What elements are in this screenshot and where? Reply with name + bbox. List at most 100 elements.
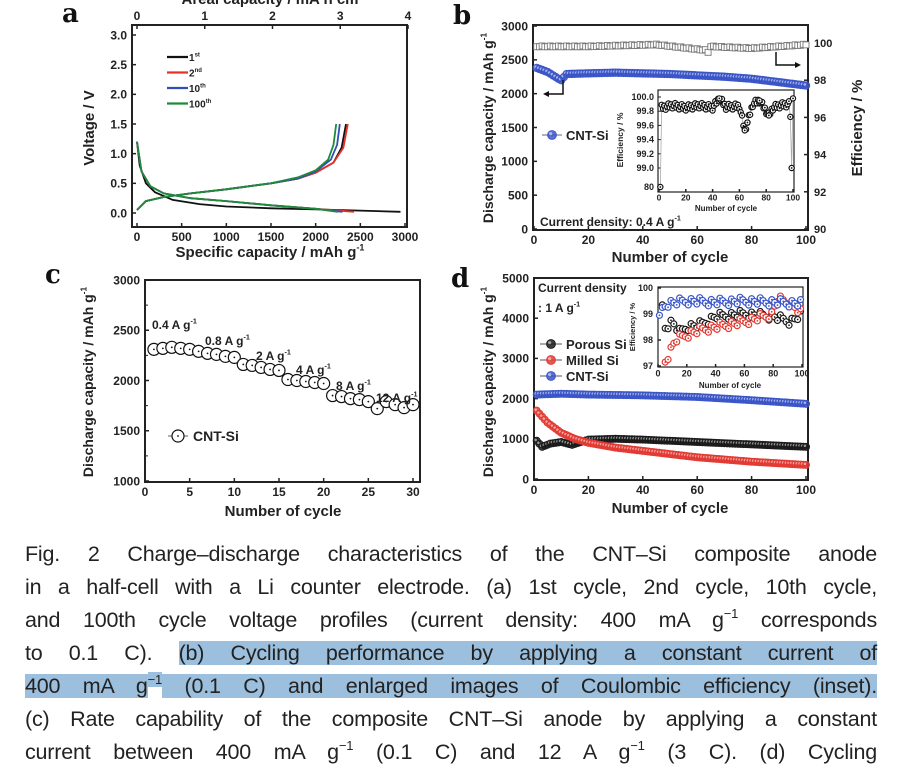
x-tick-label: 60 (739, 369, 749, 379)
inset-efficiency-marker-milled-si-dot (756, 319, 759, 322)
x-tick-label: 40 (708, 193, 718, 203)
y-tick-label: 97 (643, 361, 653, 371)
x-tick-label: 60 (691, 483, 705, 497)
inset-efficiency-marker-milled-si-dot (747, 323, 750, 326)
inset-efficiency-marker-cnt-si-dot (796, 305, 799, 307)
capacity-marker-dot (313, 381, 316, 384)
y-tick-label: 98 (643, 335, 653, 345)
capacity-marker-cnt-si-highlight (803, 401, 807, 405)
inset-efficiency-marker-porous-si-dot (670, 319, 672, 322)
y-tick-label: 90 (814, 224, 826, 236)
y-tick-label: 500 (508, 188, 528, 202)
y-tick-label: 4000 (502, 312, 529, 326)
inset-efficiency-marker-cnt-si-dot (658, 314, 661, 317)
inset-efficiency-marker-milled-si-dot (675, 341, 678, 343)
x-tick-label: 1000 (213, 230, 240, 244)
y-tick-label: 1000 (502, 432, 529, 446)
capacity-marker-dot (188, 348, 191, 351)
capacity-marker-dot (179, 347, 182, 350)
y-tick-label: 2000 (113, 374, 140, 388)
x-tick-label: 0 (134, 9, 141, 23)
x-tick-label: 25 (362, 485, 376, 499)
capacity-marker-dot (349, 397, 352, 400)
inset-efficiency-marker-dot (723, 102, 726, 105)
legend-marker (546, 355, 556, 365)
charge-curve-100 (136, 123, 338, 211)
capacity-marker-dot (170, 346, 173, 349)
y-tick-label: 3.0 (110, 28, 127, 42)
legend-label: 100th (189, 99, 212, 111)
inset-y-tick-label: 99.6 (636, 120, 654, 130)
inset-y-tick-label: 99.0 (636, 163, 654, 173)
x-tick-label: 10 (228, 485, 242, 499)
y-axis-title: Discharge capacity / mAh g-1 (479, 33, 496, 224)
y-axis-title: Voltage / V (81, 90, 98, 166)
caption-text: in a half-cell with a Li counter electro… (25, 575, 877, 599)
legend-label: Porous Si (566, 337, 627, 352)
discharge-curve-2 (136, 141, 355, 213)
x-tick-label: 3000 (392, 230, 419, 244)
rate-label: 0.4 A g-1 (152, 317, 197, 332)
legend-label: CNT-Si (566, 369, 609, 384)
inset-y-tick-label: 99.8 (636, 106, 654, 116)
inset-efficiency-marker-milled-si-dot (667, 358, 669, 361)
x-axis-title: Specific capacity / mAh g-1 (176, 242, 365, 261)
inset-efficiency-marker-cnt-si-dot (707, 304, 710, 307)
inset-efficiency-marker-milled-si-dot (707, 331, 710, 334)
legend-marker-highlight (549, 132, 553, 136)
caption-text: and 100th cycle voltage profiles (curren… (25, 608, 724, 632)
y-tick-label: 2500 (501, 53, 528, 67)
figure-caption: Fig. 2 Charge–discharge characteristics … (25, 538, 877, 769)
capacity-marker-dot (251, 364, 254, 367)
x-tick-label: 60 (735, 193, 745, 203)
current-density-annotation: : 1 A g-1 (538, 300, 580, 315)
capacity-marker-dot (394, 403, 397, 406)
x-tick-label: 5 (186, 485, 193, 499)
y-tick-label: 98 (814, 75, 826, 87)
discharge-curve-1 (136, 141, 401, 213)
efficiency-marker (802, 41, 810, 49)
inset-efficiency-marker-dot (659, 186, 662, 188)
left-axis-arrow (546, 80, 564, 95)
inset-y-tick-label: 100.0 (631, 92, 654, 102)
x-tick-label: 20 (582, 483, 596, 497)
x-tick-label: 40 (636, 233, 650, 247)
capacity-marker-dot (215, 353, 218, 356)
legend-label: 1st (189, 53, 200, 65)
legend-marker-highlight (548, 373, 552, 377)
caption-line: Fig. 2 Charge–discharge characteristics … (25, 538, 877, 571)
caption-text: (c) Rate capability of the composite CNT… (25, 707, 877, 731)
inset-efficiency-marker-dot (763, 106, 766, 109)
y-axis-title: Discharge capacity / mAh g-1 (79, 287, 96, 478)
inset-efficiency-marker-porous-si-dot (672, 322, 675, 325)
capacity-marker-dot (322, 382, 325, 385)
caption-line: current between 400 mA g−1 (0.1 C) and 1… (25, 736, 877, 769)
caption-line: and 100th cycle voltage profiles (curren… (25, 604, 877, 637)
capacity-marker-milled-si-highlight (539, 414, 543, 417)
y-tick-label: 1000 (501, 155, 528, 169)
capacity-marker-dot (153, 348, 155, 351)
capacity-marker-dot (242, 363, 245, 366)
current-density-annotation: Current density (538, 281, 627, 295)
panel-c-rate-capability: 0 5 10 15 20 25 30 1000 1500 2000 2500 3000 Number o… (79, 273, 421, 520)
rate-label: 12 A g-1 (376, 390, 418, 405)
capacity-marker-milled-si-highlight (542, 417, 546, 420)
caption-line: (c) Rate capability of the composite CNT… (25, 703, 877, 736)
inset-efficiency-marker-dot (718, 97, 721, 100)
y-tick-label: 3000 (501, 19, 528, 33)
inset-efficiency-marker-cnt-si-dot (675, 304, 678, 306)
figure-panels: a b c d 0 500 1000 1500 2000 2500 30000.00.51.… (45, 0, 866, 520)
x-tick-label: 3 (337, 9, 344, 23)
legend-marker (546, 339, 556, 349)
right-axis-arrow (775, 52, 797, 66)
top-x-axis-title: Areal capacity / mA h cm (181, 0, 358, 8)
inset-efficiency-marker-milled-si-dot (727, 327, 730, 330)
y-tick-label: 96 (814, 112, 826, 124)
inset-efficiency-marker-milled-si-dot (736, 324, 739, 327)
inset-y-tick-label: 99.4 (636, 135, 654, 145)
caption-text: to 0.1 C). (25, 641, 179, 665)
panel-letter-c: c (45, 260, 61, 290)
inset-efficiency-marker-cnt-si-dot (747, 304, 750, 306)
inset-x-axis-title: Number of cycle (695, 204, 758, 213)
capacity-marker-milled-si-highlight (537, 411, 540, 414)
